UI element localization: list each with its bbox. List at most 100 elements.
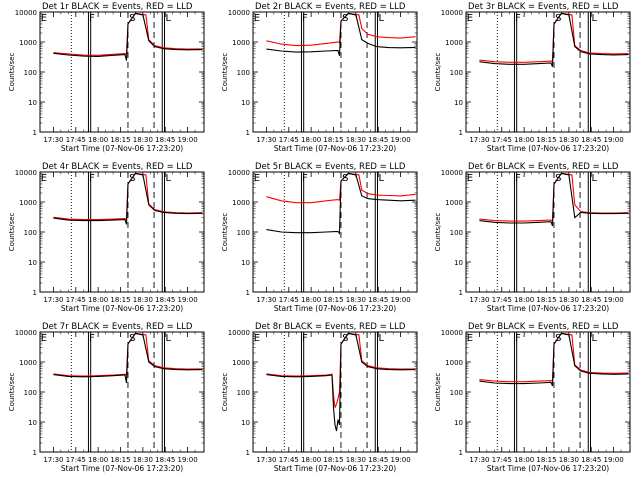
x-tick-label: 17:45	[492, 456, 512, 464]
plot-frame	[39, 11, 205, 133]
x-tick-label: 19:00	[604, 296, 624, 304]
series-group	[479, 332, 629, 387]
x-tick-label: 17:30	[43, 136, 63, 144]
marker-letter: F	[302, 13, 308, 24]
y-tick-label: 1	[459, 129, 463, 137]
x-tick-label: 18:45	[155, 136, 175, 144]
marker-letter: F	[89, 333, 95, 344]
y-axis-label: Counts/sec	[8, 213, 16, 252]
plot-frame	[252, 11, 418, 133]
y-tick-label: 1000	[19, 359, 37, 367]
marker-letter: E	[254, 13, 260, 24]
x-tick-label: 17:30	[43, 296, 63, 304]
y-tick-label: 1000	[232, 359, 250, 367]
x-tick-label: 18:30	[559, 296, 579, 304]
y-tick-label: 10000	[228, 169, 250, 177]
x-axis-label: Start Time (07-Nov-06 17:23:20)	[487, 304, 609, 313]
series-line-lld	[266, 332, 416, 408]
x-tick-label: 18:30	[559, 136, 579, 144]
y-axis-label: Counts/sec	[8, 53, 16, 92]
chart-title: Det 4r BLACK = Events, RED = LLD	[42, 162, 193, 172]
y-axis-label: Counts/sec	[221, 373, 229, 412]
x-tick-label: 18:30	[559, 456, 579, 464]
x-tick-label: 18:00	[88, 136, 108, 144]
series-group	[479, 172, 629, 227]
x-tick-label: 18:00	[301, 456, 321, 464]
y-tick-label: 100	[24, 229, 37, 237]
y-axis-label: Counts/sec	[434, 373, 442, 412]
series-group	[53, 12, 203, 61]
marker-letter: F	[302, 333, 308, 344]
marker-letter: E	[41, 173, 47, 184]
series-line-events	[266, 172, 416, 235]
marker-letter: F	[302, 173, 308, 184]
x-tick-label: 18:15	[110, 456, 130, 464]
marker-letter: L	[592, 13, 598, 24]
x-tick-label: 18:00	[88, 456, 108, 464]
chart-panel-3: Det 3r BLACK = Events, RED = LLD 1 10 100 10…	[434, 2, 631, 153]
x-tick-label: 19:00	[178, 296, 198, 304]
y-tick-label: 1	[33, 289, 37, 297]
x-tick-label: 17:30	[469, 296, 489, 304]
marker-letter: E	[41, 333, 47, 344]
chart-title: Det 8r BLACK = Events, RED = LLD	[255, 322, 406, 332]
marker-letter: L	[166, 173, 172, 184]
y-tick-label: 100	[237, 69, 250, 77]
chart-title: Det 7r BLACK = Events, RED = LLD	[42, 322, 193, 332]
x-tick-label: 18:15	[110, 296, 130, 304]
marker-letter: L	[592, 173, 598, 184]
x-tick-label: 18:00	[301, 136, 321, 144]
chart-panel-8: Det 8r BLACK = Events, RED = LLD 1 10 100 10…	[221, 322, 418, 473]
marker-letter: E	[467, 333, 473, 344]
x-tick-label: 18:45	[155, 456, 175, 464]
x-tick-label: 17:45	[279, 136, 299, 144]
x-tick-label: 17:30	[43, 456, 63, 464]
series-line-events	[479, 12, 629, 67]
chart-panel-6: Det 6r BLACK = Events, RED = LLD 1 10 100 10…	[434, 162, 631, 313]
x-tick-label: 17:30	[469, 136, 489, 144]
marker-letter: E	[254, 333, 260, 344]
x-tick-label: 18:30	[346, 136, 366, 144]
marker-letter: E	[467, 173, 473, 184]
y-axis-label: Counts/sec	[8, 373, 16, 412]
x-tick-label: 18:45	[368, 456, 388, 464]
x-tick-label: 17:45	[66, 296, 86, 304]
y-tick-label: 1000	[19, 39, 37, 47]
x-axis-label: Start Time (07-Nov-06 17:23:20)	[274, 464, 396, 473]
y-tick-label: 10000	[228, 9, 250, 17]
series-group	[266, 172, 416, 235]
series-line-events	[479, 332, 629, 387]
x-tick-label: 19:00	[391, 296, 411, 304]
plot-frame	[39, 331, 205, 453]
series-group	[266, 332, 416, 432]
y-tick-label: 1000	[445, 359, 463, 367]
chart-title: Det 9r BLACK = Events, RED = LLD	[468, 322, 619, 332]
marker-letter: L	[379, 13, 385, 24]
x-tick-label: 18:15	[536, 136, 556, 144]
marker-letter: F	[515, 333, 521, 344]
x-axis-label: Start Time (07-Nov-06 17:23:20)	[274, 144, 396, 153]
y-tick-label: 10000	[441, 329, 463, 337]
plot-frame	[465, 11, 631, 133]
x-tick-label: 17:30	[469, 456, 489, 464]
x-tick-label: 18:00	[514, 296, 534, 304]
marker-letter: L	[379, 173, 385, 184]
series-line-events	[266, 12, 416, 56]
x-tick-label: 18:15	[323, 296, 343, 304]
y-tick-label: 1	[33, 449, 37, 457]
x-tick-label: 18:45	[155, 296, 175, 304]
x-axis-label: Start Time (07-Nov-06 17:23:20)	[61, 304, 183, 313]
series-group	[53, 332, 203, 384]
marker-letter: L	[379, 333, 385, 344]
x-tick-label: 18:45	[368, 136, 388, 144]
chart-title: Det 6r BLACK = Events, RED = LLD	[468, 162, 619, 172]
x-tick-label: 17:45	[66, 456, 86, 464]
x-tick-label: 18:30	[133, 296, 153, 304]
y-tick-label: 10	[454, 419, 463, 427]
x-tick-label: 18:00	[514, 136, 534, 144]
series-group	[53, 172, 203, 225]
x-tick-label: 17:45	[492, 136, 512, 144]
y-axis-label: Counts/sec	[221, 213, 229, 252]
y-tick-label: 10000	[228, 329, 250, 337]
y-tick-label: 100	[450, 69, 463, 77]
